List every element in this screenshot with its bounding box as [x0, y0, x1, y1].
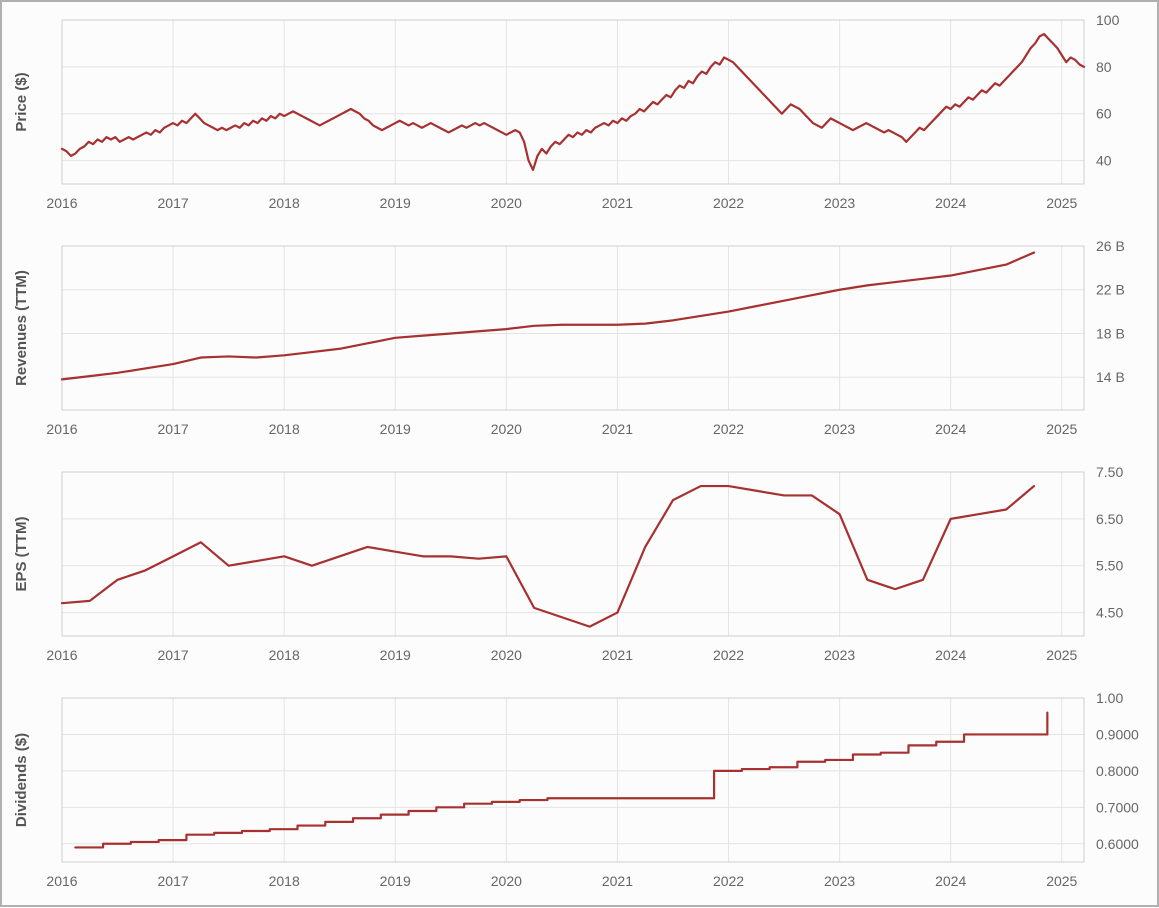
eps-xtick-label: 2017 [158, 647, 189, 663]
dividends-xtick-label: 2020 [491, 873, 522, 889]
price-line [62, 34, 1084, 170]
revenues-xtick-label: 2021 [602, 421, 633, 437]
eps-panel: 4.50 5.50 6.50 7.50 2016 2017 2018 2019 2020 2021… [8, 464, 1151, 682]
eps-xtick-label: 2022 [713, 647, 744, 663]
revenues-xtick-label: 2020 [491, 421, 522, 437]
revenues-xtick-label: 2023 [824, 421, 855, 437]
dividends-line [75, 713, 1047, 848]
eps-ytick-label: 7.50 [1096, 464, 1123, 480]
dividends-ytick-label: 1.00 [1096, 690, 1123, 706]
revenues-xtick-label: 2024 [935, 421, 966, 437]
price-ytick-label: 100 [1096, 12, 1120, 28]
revenues-ytick-label: 22 B [1096, 282, 1125, 298]
revenues-xtick-label: 2025 [1046, 421, 1077, 437]
revenues-ytick-label: 26 B [1096, 238, 1125, 254]
revenues-ylabel: Revenues (TTM) [13, 270, 30, 386]
eps-chart: 4.50 5.50 6.50 7.50 2016 2017 2018 2019 2020 2021… [8, 464, 1151, 682]
dividends-ytick-label: 0.6000 [1096, 836, 1139, 852]
price-xtick-label: 2025 [1046, 195, 1077, 211]
eps-xtick-label: 2025 [1046, 647, 1077, 663]
revenues-ytick-label: 18 B [1096, 325, 1125, 341]
eps-ytick-label: 5.50 [1096, 558, 1123, 574]
dividends-panel: 0.6000 0.7000 0.8000 0.9000 1.00 2016 2017 2018… [8, 690, 1151, 908]
price-xtick-label: 2019 [380, 195, 411, 211]
dividends-xtick-label: 2016 [46, 873, 77, 889]
price-xtick-label: 2020 [491, 195, 522, 211]
eps-xtick-label: 2023 [824, 647, 855, 663]
eps-xtick-label: 2021 [602, 647, 633, 663]
price-ytick-label: 60 [1096, 106, 1112, 122]
revenues-ytick-label: 14 B [1096, 369, 1125, 385]
dividends-ytick-label: 0.7000 [1096, 799, 1139, 815]
dividends-xtick-label: 2021 [602, 873, 633, 889]
dividends-xtick-label: 2018 [269, 873, 300, 889]
revenues-line [62, 253, 1034, 380]
dividends-xtick-label: 2019 [380, 873, 411, 889]
dividends-xtick-label: 2022 [713, 873, 744, 889]
revenues-xtick-label: 2017 [158, 421, 189, 437]
dividends-ytick-label: 0.8000 [1096, 763, 1139, 779]
eps-line [62, 486, 1034, 627]
price-xtick-label: 2016 [46, 195, 77, 211]
revenues-chart: 14 B 18 B 22 B 26 B 2016 2017 2018 2019 2020 2021… [8, 238, 1151, 456]
revenues-xtick-label: 2016 [46, 421, 77, 437]
price-xtick-label: 2023 [824, 195, 855, 211]
dividends-chart: 0.6000 0.7000 0.8000 0.9000 1.00 2016 2017 2018… [8, 690, 1151, 908]
dividends-xtick-label: 2017 [158, 873, 189, 889]
price-xtick-label: 2021 [602, 195, 633, 211]
revenues-xtick-label: 2019 [380, 421, 411, 437]
revenues-xtick-label: 2018 [269, 421, 300, 437]
dividends-ylabel: Dividends ($) [13, 733, 30, 827]
chart-container: 40 60 80 100 2016 2017 2018 2019 2020 2021 2022 202… [0, 0, 1159, 907]
eps-ytick-label: 4.50 [1096, 605, 1123, 621]
price-xtick-label: 2024 [935, 195, 966, 211]
price-xtick-label: 2018 [269, 195, 300, 211]
eps-xtick-label: 2019 [380, 647, 411, 663]
price-chart: 40 60 80 100 2016 2017 2018 2019 2020 2021 2022 202… [8, 12, 1151, 230]
eps-xtick-label: 2018 [269, 647, 300, 663]
dividends-xtick-label: 2024 [935, 873, 966, 889]
price-ytick-label: 40 [1096, 153, 1112, 169]
dividends-xtick-label: 2023 [824, 873, 855, 889]
eps-xtick-label: 2020 [491, 647, 522, 663]
dividends-xtick-label: 2025 [1046, 873, 1077, 889]
dividends-ytick-label: 0.9000 [1096, 726, 1139, 742]
price-panel: 40 60 80 100 2016 2017 2018 2019 2020 2021 2022 202… [8, 12, 1151, 230]
price-ytick-label: 80 [1096, 59, 1112, 75]
eps-ylabel: EPS (TTM) [13, 517, 30, 592]
price-ylabel: Price ($) [13, 72, 30, 131]
price-xtick-label: 2017 [158, 195, 189, 211]
revenues-panel: 14 B 18 B 22 B 26 B 2016 2017 2018 2019 2020 2021… [8, 238, 1151, 456]
eps-ytick-label: 6.50 [1096, 511, 1123, 527]
eps-xtick-label: 2016 [46, 647, 77, 663]
revenues-xtick-label: 2022 [713, 421, 744, 437]
price-xtick-label: 2022 [713, 195, 744, 211]
eps-xtick-label: 2024 [935, 647, 966, 663]
